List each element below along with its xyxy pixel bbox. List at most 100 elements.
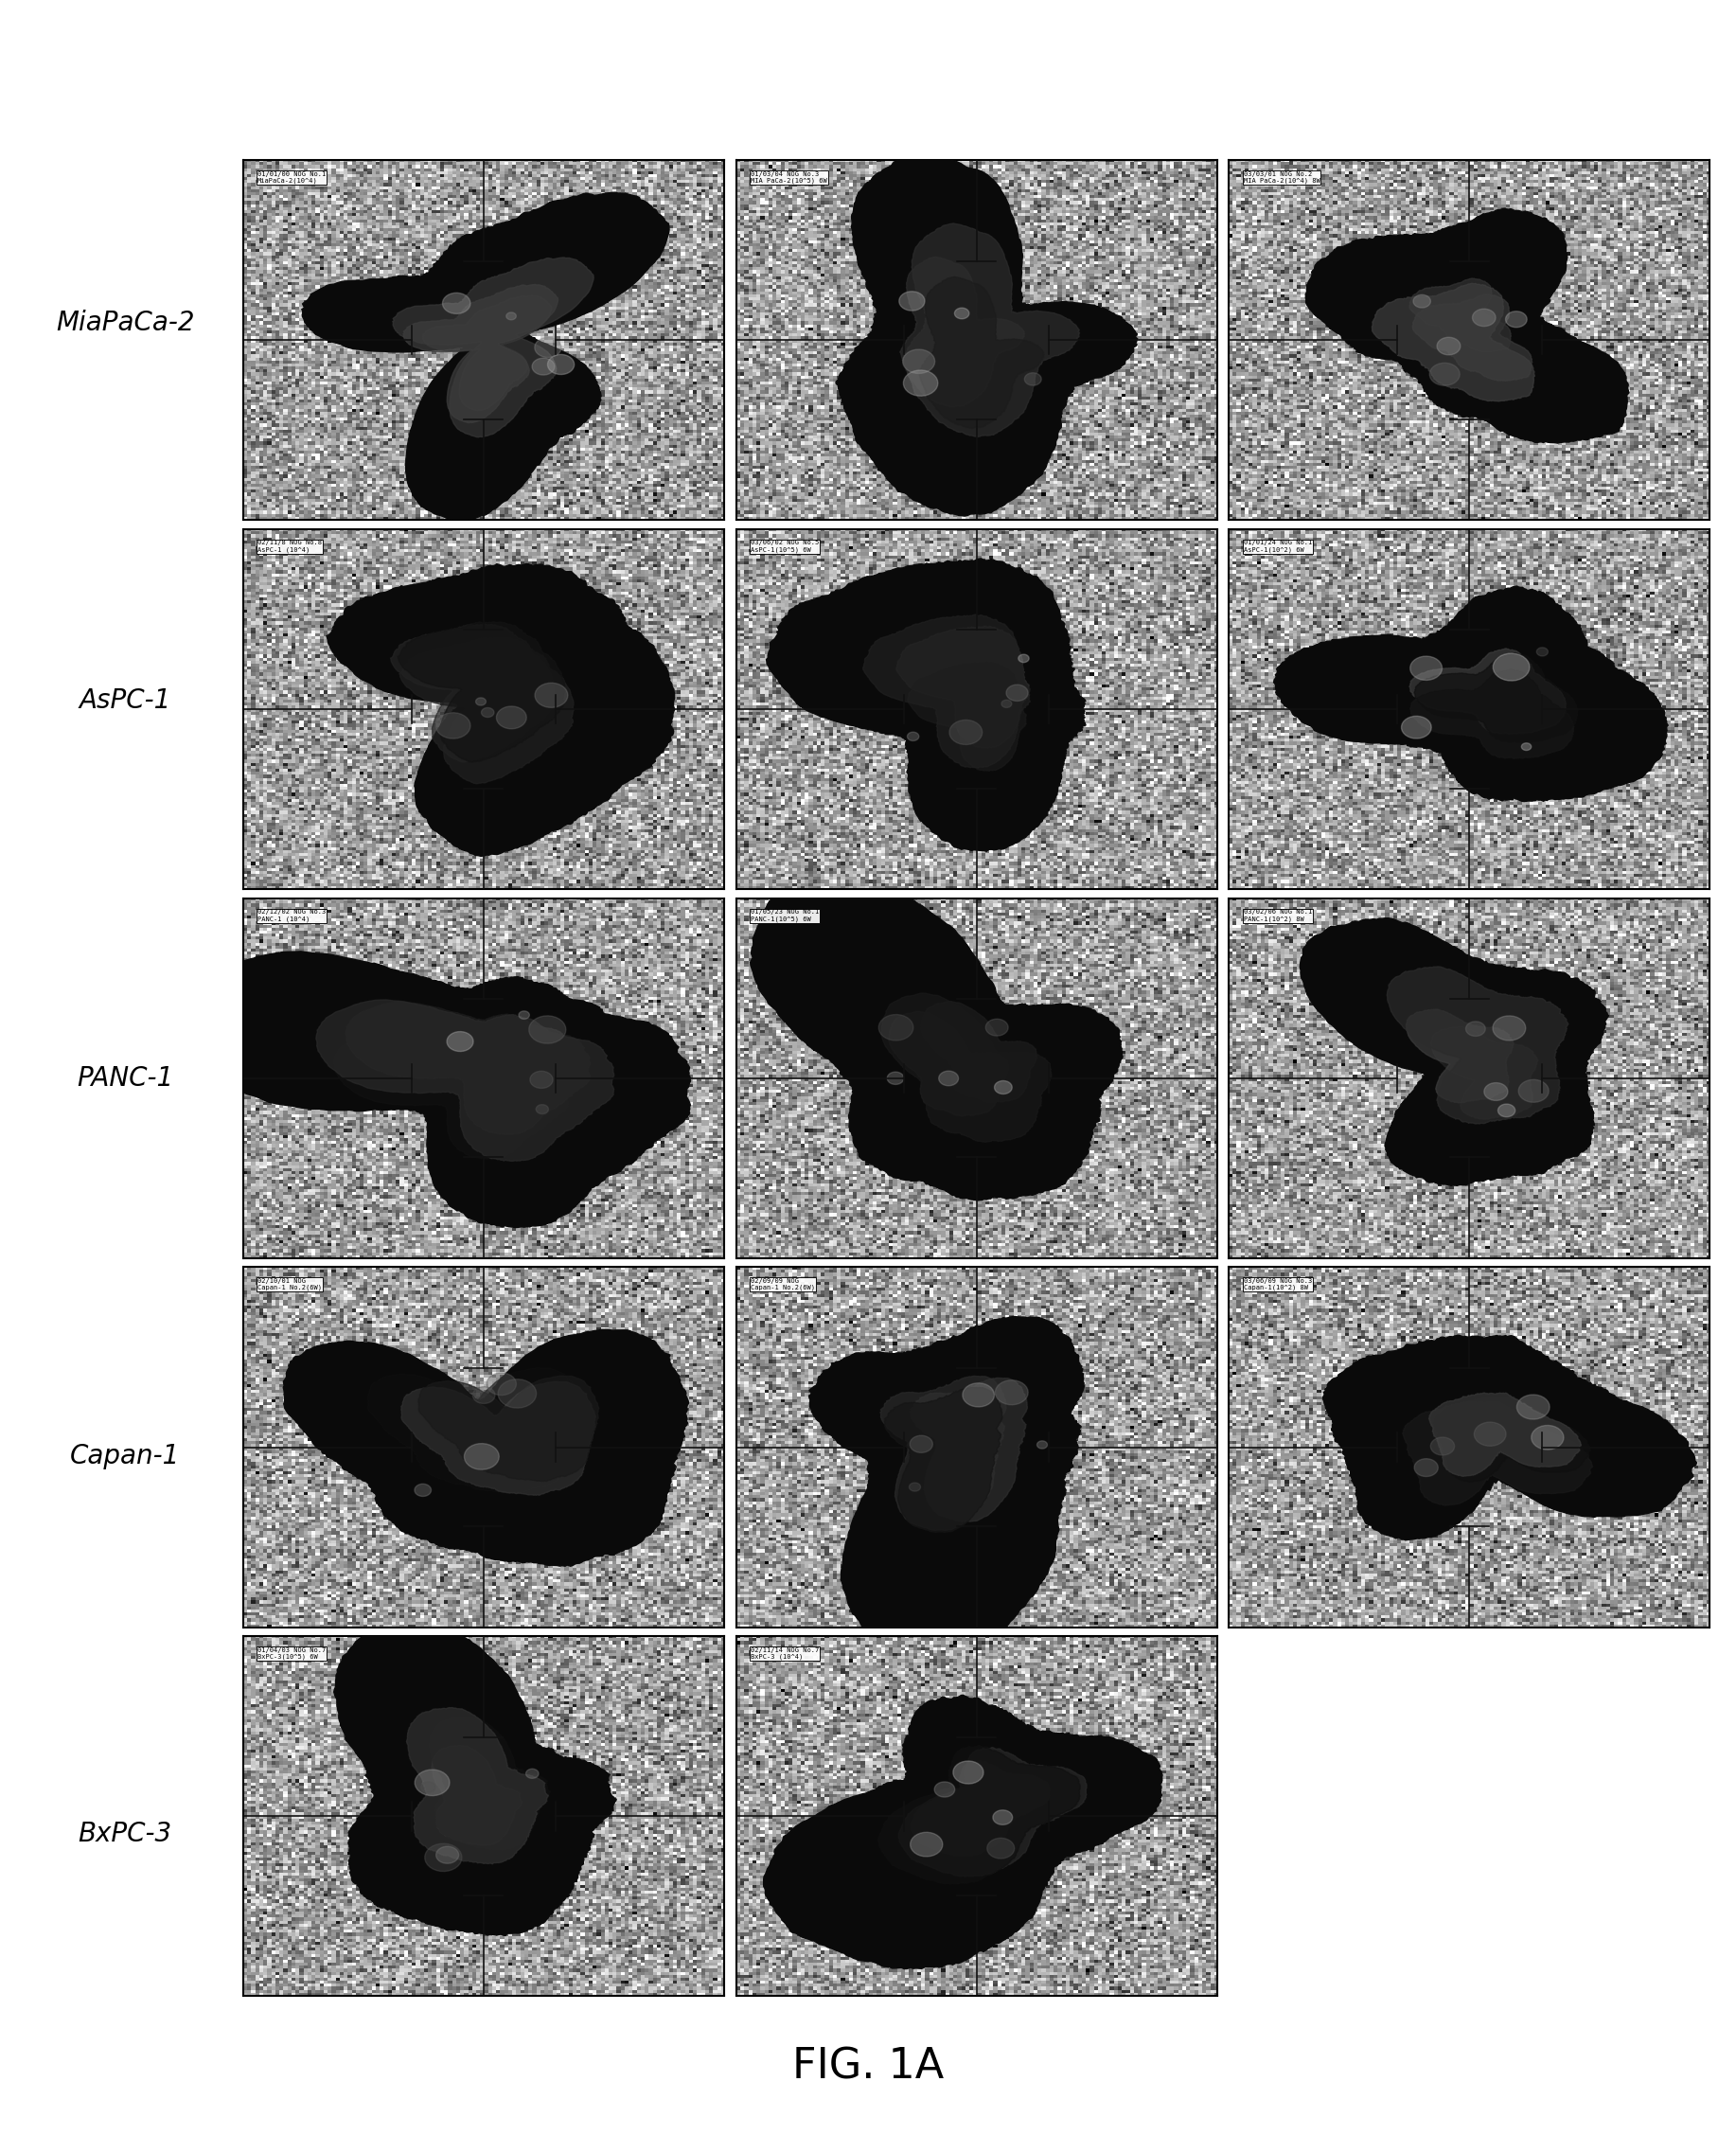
Polygon shape — [533, 359, 554, 376]
Polygon shape — [1505, 312, 1528, 327]
Polygon shape — [1002, 700, 1012, 707]
Polygon shape — [1493, 1016, 1526, 1040]
Polygon shape — [809, 1317, 1085, 1655]
Polygon shape — [1430, 1437, 1455, 1456]
Polygon shape — [443, 292, 470, 314]
Polygon shape — [436, 1847, 458, 1864]
Text: AsPC-1: AsPC-1 — [78, 687, 172, 713]
Polygon shape — [1465, 1021, 1486, 1035]
Polygon shape — [953, 1761, 984, 1785]
Polygon shape — [432, 1746, 523, 1845]
Polygon shape — [1430, 1027, 1538, 1119]
Polygon shape — [1498, 1104, 1516, 1117]
Polygon shape — [481, 707, 495, 717]
Polygon shape — [529, 1072, 552, 1089]
Polygon shape — [1429, 1392, 1581, 1475]
Polygon shape — [1517, 1394, 1550, 1420]
Polygon shape — [750, 875, 1123, 1200]
Polygon shape — [903, 350, 936, 374]
Polygon shape — [1036, 1441, 1047, 1450]
Polygon shape — [887, 1072, 904, 1085]
Polygon shape — [903, 224, 1080, 438]
Polygon shape — [1007, 685, 1028, 700]
Polygon shape — [536, 1104, 549, 1114]
Polygon shape — [955, 307, 969, 318]
Polygon shape — [507, 312, 516, 320]
Text: 03/03/01 NOG No.2
MIA PaCa-2(10^4) 8W: 03/03/01 NOG No.2 MIA PaCa-2(10^4) 8W — [1243, 171, 1319, 184]
Polygon shape — [1410, 649, 1566, 734]
Polygon shape — [1024, 374, 1042, 386]
Polygon shape — [1437, 337, 1460, 354]
Polygon shape — [547, 354, 575, 374]
Polygon shape — [1493, 653, 1529, 681]
Polygon shape — [535, 683, 568, 707]
Polygon shape — [368, 1369, 583, 1492]
Text: 02/09/09 NOG
Capan-1 No.2(6W): 02/09/09 NOG Capan-1 No.2(6W) — [750, 1279, 814, 1292]
Polygon shape — [766, 559, 1085, 852]
Polygon shape — [1410, 668, 1575, 758]
Polygon shape — [1401, 715, 1432, 739]
Polygon shape — [896, 626, 1029, 747]
Polygon shape — [1406, 1010, 1514, 1104]
Polygon shape — [1415, 653, 1578, 743]
Polygon shape — [425, 1843, 462, 1872]
Polygon shape — [910, 1482, 920, 1490]
Polygon shape — [962, 1383, 995, 1407]
Polygon shape — [420, 1783, 436, 1793]
Polygon shape — [918, 278, 1043, 429]
Polygon shape — [899, 1746, 1087, 1877]
Polygon shape — [1410, 655, 1443, 681]
Polygon shape — [1474, 1422, 1507, 1445]
Polygon shape — [529, 1016, 566, 1044]
Polygon shape — [1274, 585, 1668, 801]
Polygon shape — [1300, 918, 1609, 1185]
Polygon shape — [415, 1770, 450, 1796]
Text: FIG. 1A: FIG. 1A — [792, 2045, 944, 2088]
Text: 01/01/24 NOG No.1
AsPC-1(10^2) 6W: 01/01/24 NOG No.1 AsPC-1(10^2) 6W — [1243, 540, 1312, 553]
Polygon shape — [496, 707, 526, 728]
Polygon shape — [1484, 1082, 1509, 1100]
Polygon shape — [764, 1695, 1163, 1968]
Polygon shape — [1305, 209, 1628, 444]
Polygon shape — [1531, 1426, 1564, 1450]
Polygon shape — [333, 1031, 568, 1159]
Text: 01/05/23 NOG No.1
PANC-1(10^5) 6W: 01/05/23 NOG No.1 PANC-1(10^5) 6W — [750, 910, 819, 922]
Text: 03/02/06 NOG No.1
PANC-1(10^2) 8W: 03/02/06 NOG No.1 PANC-1(10^2) 8W — [1243, 910, 1312, 922]
Text: Capan-1: Capan-1 — [69, 1443, 181, 1469]
Polygon shape — [908, 732, 918, 741]
Polygon shape — [995, 1379, 1028, 1405]
Polygon shape — [835, 152, 1137, 517]
Polygon shape — [345, 1001, 590, 1134]
Polygon shape — [910, 1435, 932, 1452]
Polygon shape — [899, 256, 1024, 408]
Text: 02/10/01 NOG
Capan-1 No.2(6W): 02/10/01 NOG Capan-1 No.2(6W) — [257, 1279, 321, 1292]
Polygon shape — [988, 1838, 1014, 1860]
Polygon shape — [1434, 1396, 1590, 1482]
Polygon shape — [391, 623, 556, 762]
Text: 01/04/03 NOG No.7
BxPC-3(10^5) 6W: 01/04/03 NOG No.7 BxPC-3(10^5) 6W — [257, 1646, 326, 1659]
Polygon shape — [878, 1014, 913, 1040]
Polygon shape — [401, 1381, 595, 1494]
Polygon shape — [1521, 743, 1531, 749]
Polygon shape — [422, 295, 552, 410]
Text: 02/11/8 NOG No.8
AsPC-1 (10^4): 02/11/8 NOG No.8 AsPC-1 (10^4) — [257, 540, 321, 553]
Polygon shape — [889, 1012, 1009, 1117]
Polygon shape — [283, 1330, 689, 1567]
Polygon shape — [911, 1761, 1050, 1855]
Polygon shape — [1413, 295, 1430, 307]
Polygon shape — [398, 621, 564, 762]
Polygon shape — [406, 1708, 549, 1864]
Polygon shape — [1387, 967, 1568, 1123]
Polygon shape — [464, 1443, 500, 1469]
Polygon shape — [526, 1770, 538, 1778]
Polygon shape — [1403, 1401, 1592, 1505]
Polygon shape — [333, 1625, 616, 1936]
Polygon shape — [993, 1810, 1012, 1825]
Text: 02/11/14 NOG No.7
BxPC-3 (10^4): 02/11/14 NOG No.7 BxPC-3 (10^4) — [750, 1646, 819, 1659]
Polygon shape — [903, 369, 937, 395]
Polygon shape — [519, 1012, 529, 1018]
Polygon shape — [399, 638, 573, 784]
Polygon shape — [1519, 1080, 1549, 1102]
Polygon shape — [486, 1373, 516, 1394]
Polygon shape — [476, 698, 486, 705]
